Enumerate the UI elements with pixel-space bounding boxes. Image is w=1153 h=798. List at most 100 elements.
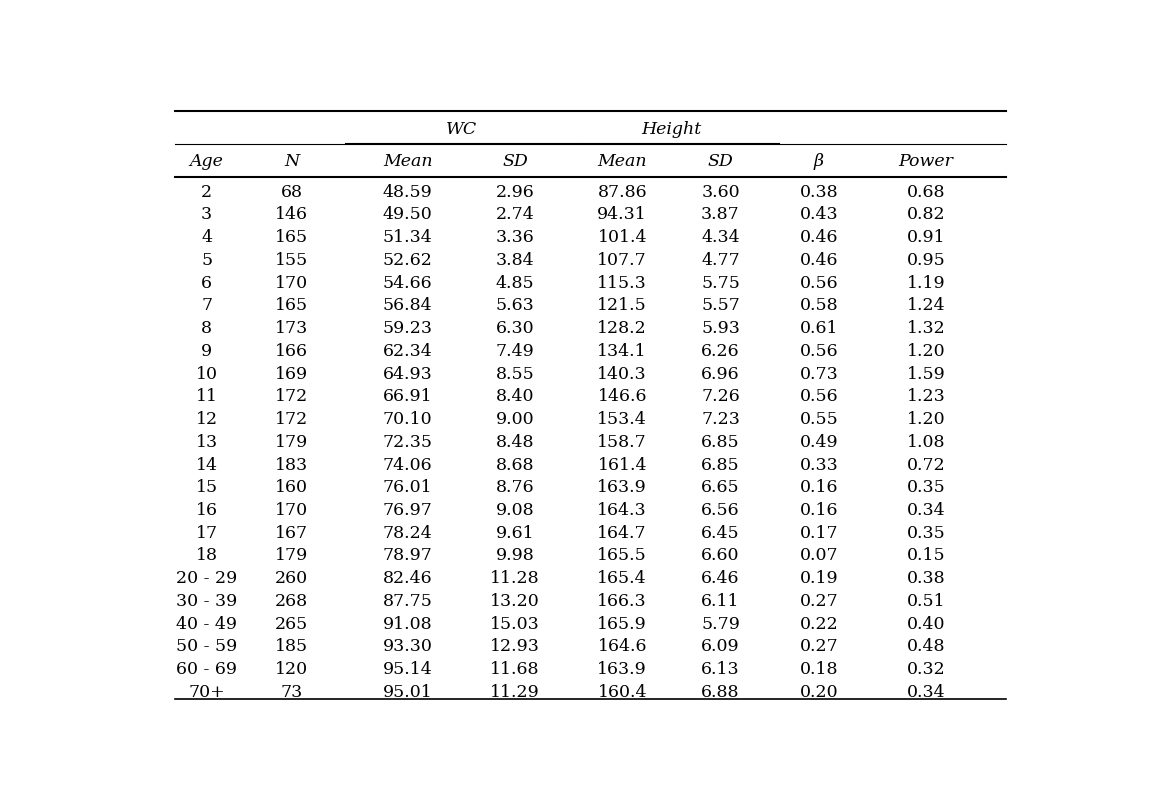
- Text: 120: 120: [276, 662, 308, 678]
- Text: 153.4: 153.4: [597, 411, 647, 428]
- Text: 6.30: 6.30: [496, 320, 534, 337]
- Text: 40 - 49: 40 - 49: [176, 616, 238, 633]
- Text: 0.72: 0.72: [906, 456, 945, 473]
- Text: 165: 165: [276, 298, 308, 314]
- Text: 0.46: 0.46: [799, 252, 838, 269]
- Text: 172: 172: [274, 389, 308, 405]
- Text: 0.58: 0.58: [799, 298, 838, 314]
- Text: 62.34: 62.34: [383, 343, 432, 360]
- Text: 0.19: 0.19: [799, 571, 838, 587]
- Text: 7.23: 7.23: [701, 411, 740, 428]
- Text: 160.4: 160.4: [597, 684, 647, 701]
- Text: 0.17: 0.17: [799, 525, 838, 542]
- Text: 167: 167: [276, 525, 308, 542]
- Text: 70+: 70+: [188, 684, 225, 701]
- Text: 2.96: 2.96: [496, 184, 534, 201]
- Text: 0.07: 0.07: [799, 547, 838, 564]
- Text: 12.93: 12.93: [490, 638, 540, 655]
- Text: 160: 160: [276, 480, 308, 496]
- Text: 64.93: 64.93: [383, 365, 432, 382]
- Text: 0.95: 0.95: [906, 252, 945, 269]
- Text: 3.87: 3.87: [701, 207, 740, 223]
- Text: 1.24: 1.24: [906, 298, 945, 314]
- Text: 7.49: 7.49: [496, 343, 534, 360]
- Text: 76.01: 76.01: [383, 480, 432, 496]
- Text: 68: 68: [280, 184, 302, 201]
- Text: 166.3: 166.3: [597, 593, 647, 610]
- Text: 6.65: 6.65: [701, 480, 740, 496]
- Text: 7: 7: [201, 298, 212, 314]
- Text: 78.97: 78.97: [383, 547, 432, 564]
- Text: 73: 73: [280, 684, 303, 701]
- Text: 8.40: 8.40: [496, 389, 534, 405]
- Text: 134.1: 134.1: [597, 343, 647, 360]
- Text: 76.97: 76.97: [383, 502, 432, 519]
- Text: 17: 17: [196, 525, 218, 542]
- Text: 49.50: 49.50: [383, 207, 432, 223]
- Text: 1.59: 1.59: [906, 365, 945, 382]
- Text: 13: 13: [196, 434, 218, 451]
- Text: 56.84: 56.84: [383, 298, 432, 314]
- Text: 0.35: 0.35: [906, 525, 945, 542]
- Text: SD: SD: [502, 153, 528, 170]
- Text: 0.40: 0.40: [906, 616, 945, 633]
- Text: 94.31: 94.31: [597, 207, 647, 223]
- Text: 3.84: 3.84: [496, 252, 534, 269]
- Text: 0.68: 0.68: [906, 184, 945, 201]
- Text: Power: Power: [898, 153, 954, 170]
- Text: 146.6: 146.6: [597, 389, 647, 405]
- Text: 0.48: 0.48: [906, 638, 945, 655]
- Text: 158.7: 158.7: [597, 434, 647, 451]
- Text: 0.38: 0.38: [799, 184, 838, 201]
- Text: 1.19: 1.19: [906, 275, 945, 292]
- Text: 60 - 69: 60 - 69: [176, 662, 238, 678]
- Text: 1.32: 1.32: [906, 320, 945, 337]
- Text: 95.14: 95.14: [383, 662, 432, 678]
- Text: 6.45: 6.45: [701, 525, 740, 542]
- Text: 11.29: 11.29: [490, 684, 540, 701]
- Text: 0.32: 0.32: [906, 662, 945, 678]
- Text: 6.60: 6.60: [701, 547, 740, 564]
- Text: 15: 15: [196, 480, 218, 496]
- Text: 48.59: 48.59: [383, 184, 432, 201]
- Text: 0.56: 0.56: [799, 275, 838, 292]
- Text: 170: 170: [276, 502, 308, 519]
- Text: 0.82: 0.82: [906, 207, 945, 223]
- Text: 6.85: 6.85: [701, 434, 740, 451]
- Text: 9: 9: [201, 343, 212, 360]
- Text: 52.62: 52.62: [383, 252, 432, 269]
- Text: 0.18: 0.18: [799, 662, 838, 678]
- Text: 260: 260: [276, 571, 308, 587]
- Text: 4.77: 4.77: [701, 252, 740, 269]
- Text: 6.11: 6.11: [701, 593, 740, 610]
- Text: 0.38: 0.38: [906, 571, 945, 587]
- Text: 78.24: 78.24: [383, 525, 432, 542]
- Text: 3.36: 3.36: [496, 229, 534, 247]
- Text: 165.5: 165.5: [597, 547, 647, 564]
- Text: 183: 183: [276, 456, 308, 473]
- Text: 0.73: 0.73: [799, 365, 838, 382]
- Text: 8: 8: [201, 320, 212, 337]
- Text: 155: 155: [274, 252, 308, 269]
- Text: 5.75: 5.75: [701, 275, 740, 292]
- Text: 5.93: 5.93: [701, 320, 740, 337]
- Text: 0.91: 0.91: [906, 229, 945, 247]
- Text: 0.61: 0.61: [799, 320, 838, 337]
- Text: 4.34: 4.34: [701, 229, 740, 247]
- Text: 15.03: 15.03: [490, 616, 540, 633]
- Text: 11: 11: [196, 389, 218, 405]
- Text: 164.3: 164.3: [597, 502, 647, 519]
- Text: 140.3: 140.3: [597, 365, 647, 382]
- Text: 93.30: 93.30: [383, 638, 432, 655]
- Text: 1.20: 1.20: [906, 343, 945, 360]
- Text: 6.46: 6.46: [701, 571, 740, 587]
- Text: 6.85: 6.85: [701, 456, 740, 473]
- Text: 8.68: 8.68: [496, 456, 534, 473]
- Text: 165: 165: [276, 229, 308, 247]
- Text: 0.55: 0.55: [799, 411, 838, 428]
- Text: 72.35: 72.35: [383, 434, 432, 451]
- Text: 0.34: 0.34: [906, 502, 945, 519]
- Text: 6.09: 6.09: [701, 638, 740, 655]
- Text: 5: 5: [201, 252, 212, 269]
- Text: 3.60: 3.60: [701, 184, 740, 201]
